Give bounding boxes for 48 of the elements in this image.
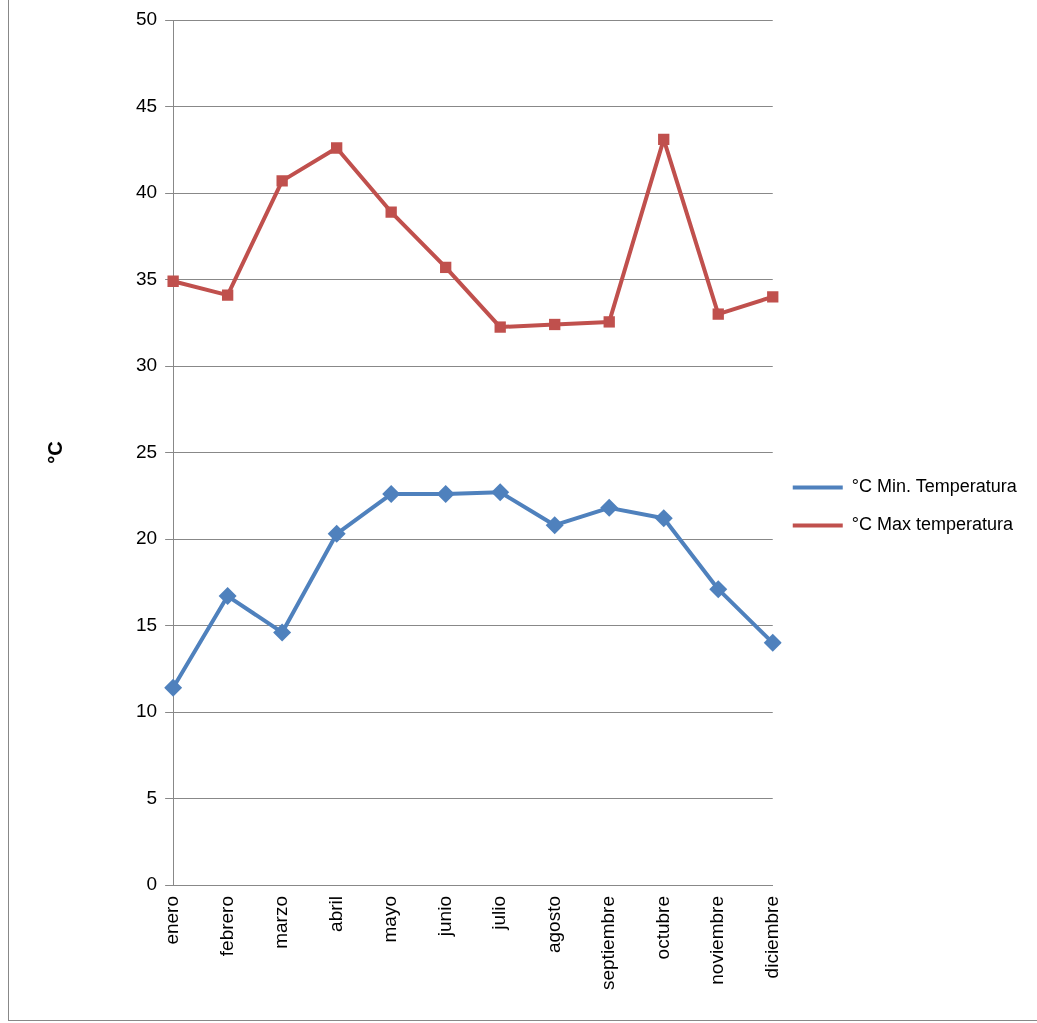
point [327, 524, 346, 543]
y-tick-label: 5 [146, 786, 158, 808]
point [273, 623, 292, 642]
point [658, 133, 670, 146]
y-tick-label: 0 [146, 873, 158, 895]
point [545, 516, 564, 535]
y-tick-label: 15 [135, 613, 158, 635]
y-tick-label: 10 [135, 700, 158, 722]
point [164, 678, 183, 697]
point [331, 142, 343, 154]
point [494, 321, 506, 333]
point [218, 587, 237, 606]
y-tick-label: 30 [135, 354, 158, 376]
y-tick-label: 35 [135, 267, 158, 289]
x-tick-label: febrero [215, 896, 237, 957]
y-tick-label: 40 [135, 181, 158, 203]
point [767, 291, 779, 303]
x-tick-label: agosto [542, 896, 564, 954]
x-tick-label: marzo [270, 896, 292, 949]
x-tick-label: noviembre [706, 896, 728, 985]
point [763, 633, 782, 652]
y-tick-label: 20 [135, 527, 158, 549]
legend-label: °C Max temperatura [851, 514, 1014, 535]
y-tick-label: 25 [135, 440, 158, 462]
x-tick-label: octubre [651, 896, 673, 960]
x-tick-label: julio [488, 896, 510, 931]
point [654, 509, 673, 528]
x-tick-label: mayo [379, 896, 401, 943]
point [440, 261, 452, 274]
point [712, 308, 724, 320]
point [600, 498, 619, 517]
x-tick-label: enero [161, 896, 183, 945]
point [385, 206, 397, 218]
point [549, 318, 561, 331]
x-tick-label: abril [324, 896, 346, 932]
point [603, 316, 615, 328]
legend-label: °C Min. Temperatura [851, 476, 1018, 497]
x-tick-label: junio [433, 896, 455, 938]
point [709, 580, 728, 599]
point [436, 485, 455, 504]
x-tick-label: diciembre [760, 896, 782, 979]
point [491, 483, 510, 502]
y-tick-label: 50 [135, 8, 158, 30]
y-axis-title: °C [43, 441, 66, 464]
point [276, 175, 288, 187]
x-tick-label: septiembre [597, 896, 619, 991]
point [221, 289, 234, 301]
y-tick-label: 45 [135, 94, 158, 116]
